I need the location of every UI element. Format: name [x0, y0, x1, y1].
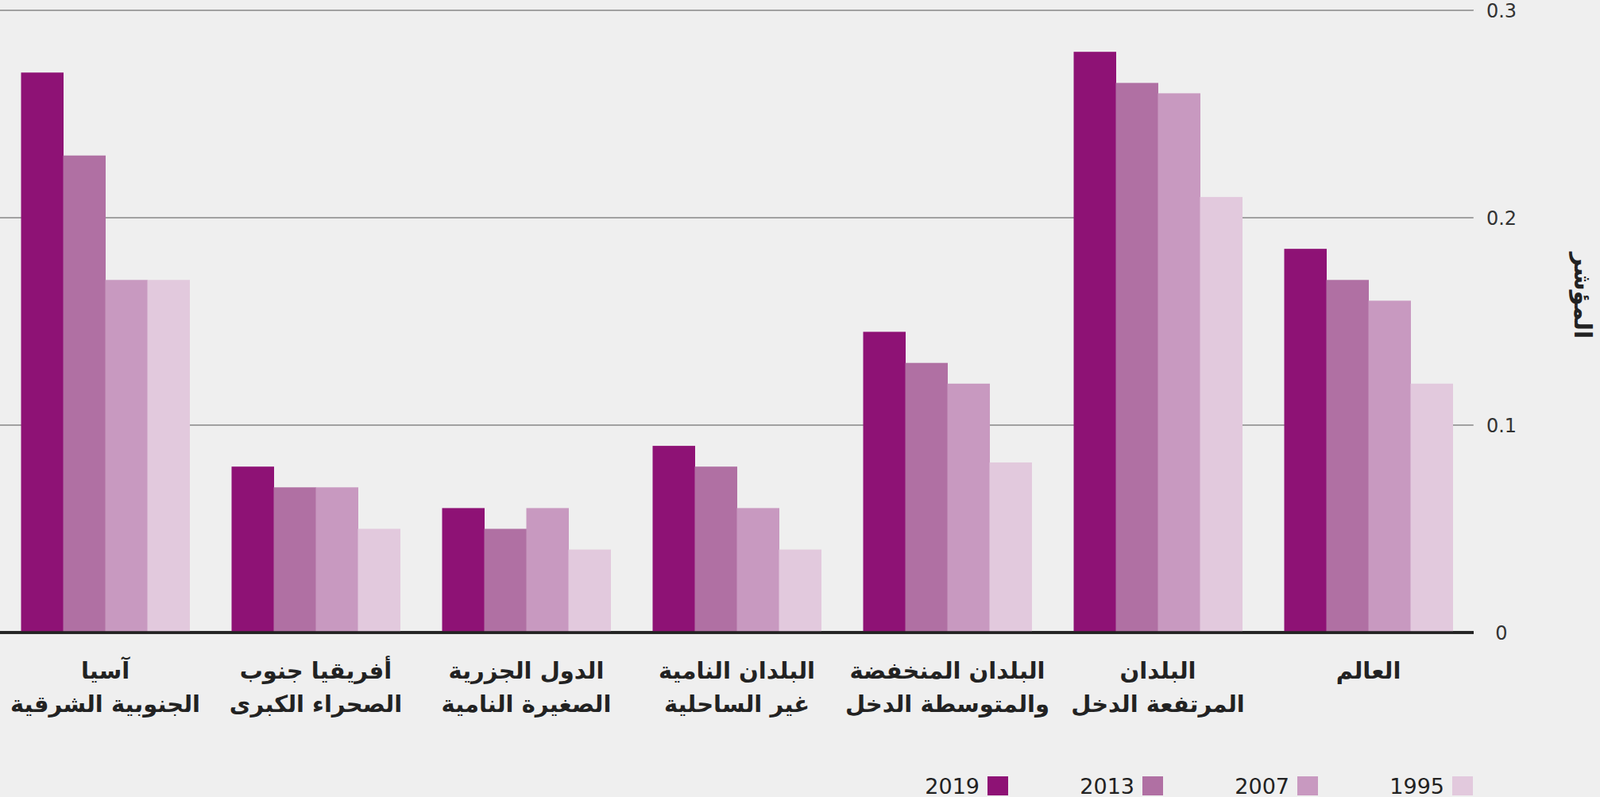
- grid-line: [0, 216, 1474, 218]
- bar: [1200, 197, 1244, 633]
- category-label: البلدان النامية غير الساحلية: [658, 657, 816, 718]
- bar: [316, 486, 360, 633]
- legend-label: 2007: [1234, 773, 1290, 797]
- legend-swatch: [1297, 776, 1318, 796]
- category-label-line: البلدان: [1120, 657, 1197, 685]
- chart: 0 0.1 0.2 0.3 المؤشر العالم البلدان المرتفعة ال…: [0, 0, 1600, 797]
- legend-swatch: [987, 776, 1009, 796]
- bar: [1284, 248, 1328, 633]
- legend-swatch: [1142, 776, 1164, 796]
- bar: [1410, 383, 1454, 633]
- bar: [526, 507, 570, 633]
- category-label: أفريقيا جنوب الصحراء الكبرى: [229, 655, 402, 718]
- category-label-line: المرتفعة الدخل: [1070, 690, 1245, 718]
- category-label-line: أفريقيا جنوب: [239, 655, 393, 685]
- category-label-line: البلدان النامية: [658, 657, 816, 685]
- bar: [1326, 279, 1370, 633]
- bar: [695, 466, 739, 633]
- background: [0, 0, 1600, 797]
- category-label: الدول الجزرية الصغيرة النامية: [441, 657, 612, 718]
- y-axis-title: المؤشر: [1569, 251, 1597, 340]
- bar: [21, 72, 65, 633]
- bar: [1074, 51, 1117, 633]
- category-label-line: آسيا: [81, 656, 131, 685]
- x-axis-line: [0, 630, 1474, 634]
- bar: [653, 445, 696, 633]
- bar: [779, 549, 823, 633]
- bar: [274, 486, 317, 633]
- bar: [442, 507, 486, 633]
- legend-label: 2013: [1079, 773, 1135, 797]
- category-label-line: غير الساحلية: [664, 690, 810, 718]
- category-label-line: الصحراء الكبرى: [229, 690, 402, 718]
- category-label-line: الصغيرة النامية: [441, 690, 612, 718]
- category-label: البلدان المنخفضة والمتوسطة الدخل: [845, 657, 1050, 718]
- category-label-line: والمتوسطة الدخل: [845, 690, 1050, 718]
- category-label-line: الدول الجزرية: [448, 657, 605, 685]
- legend-label: 2019: [924, 773, 980, 797]
- grid-line: [0, 9, 1474, 11]
- category-label-line: الجنوبية الشرقية: [10, 690, 201, 718]
- category-label: العالم: [1336, 657, 1402, 685]
- bar: [568, 549, 612, 633]
- category-label: البلدان المرتفعة الدخل: [1070, 657, 1245, 718]
- bar: [105, 279, 149, 633]
- bars: [21, 51, 1454, 633]
- legend-swatch: [1452, 776, 1473, 796]
- y-axis-range: [1473, 10, 1475, 633]
- grid-line: [0, 424, 1474, 426]
- category-label-line: العالم: [1336, 657, 1402, 685]
- bar: [989, 462, 1033, 633]
- legend-label: 1995: [1389, 773, 1445, 797]
- y-tick-label: 0.1: [1486, 414, 1517, 437]
- bar: [905, 363, 949, 633]
- bar: [231, 466, 275, 633]
- bar: [863, 332, 907, 633]
- bar: [358, 529, 402, 634]
- category-label-line: البلدان المنخفضة: [849, 657, 1045, 685]
- category-label: آسيا الجنوبية الشرقية: [10, 656, 201, 718]
- bar: [147, 279, 191, 633]
- bar: [947, 383, 991, 633]
- bar: [63, 155, 107, 633]
- bar: [1368, 300, 1412, 633]
- y-tick-label: 0.3: [1486, 0, 1517, 23]
- bar: [1116, 82, 1160, 633]
- y-tick-label: 0: [1495, 622, 1508, 645]
- y-tick-label: 0.2: [1486, 207, 1517, 230]
- bar: [737, 507, 781, 633]
- bar: [484, 529, 528, 634]
- baseline: [0, 630, 1474, 634]
- bar: [1158, 92, 1202, 633]
